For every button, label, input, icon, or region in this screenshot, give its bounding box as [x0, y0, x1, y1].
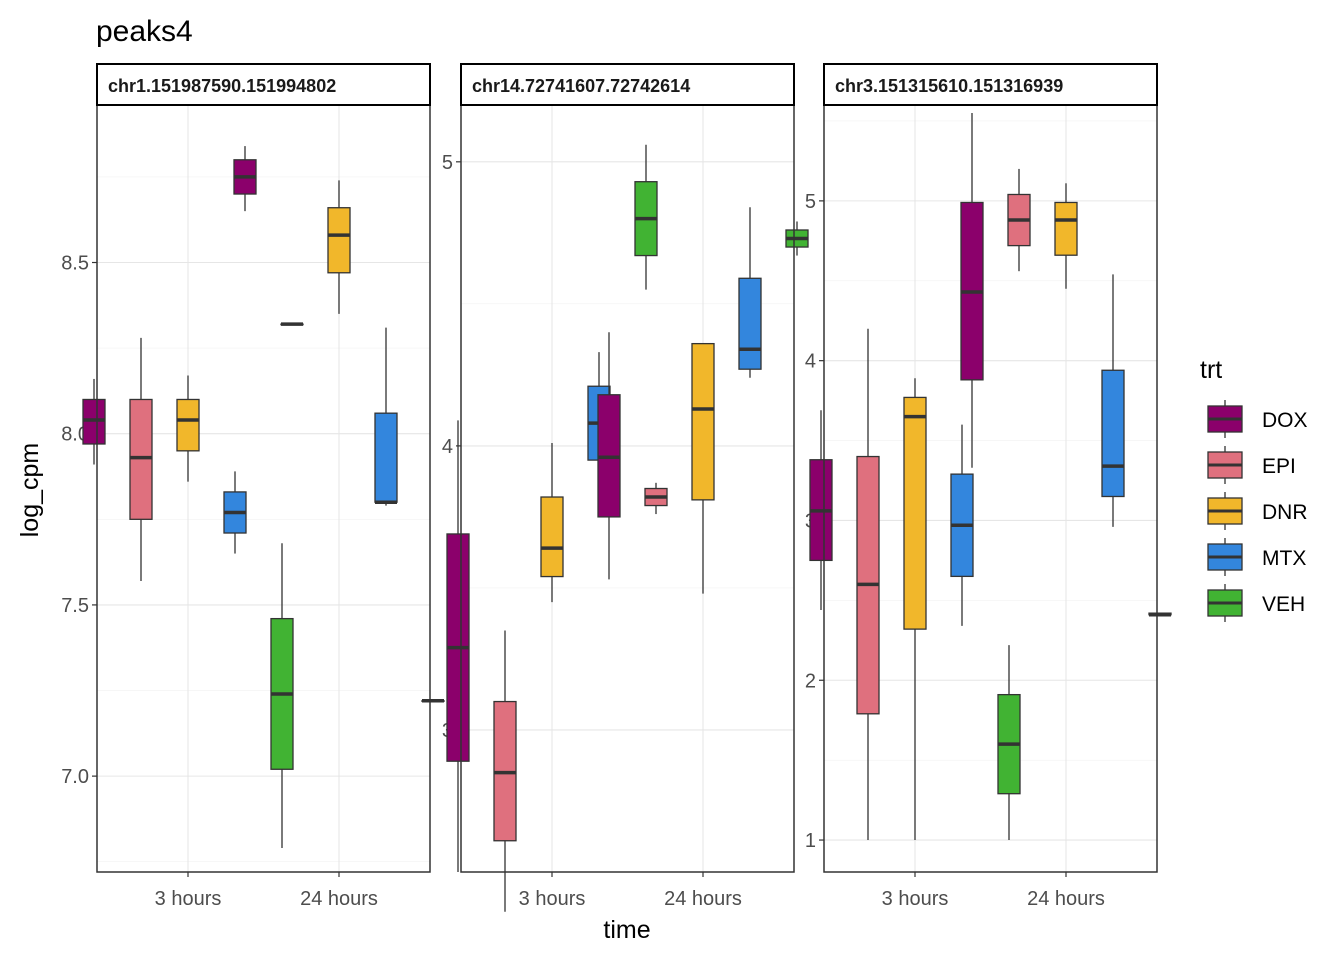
facet-strip: [823, 63, 1158, 106]
x-tick-label: 24 hours: [664, 888, 742, 910]
box-dox-3h: [446, 420, 470, 872]
box-mtx-24h: [374, 327, 398, 506]
box-body: [903, 396, 927, 630]
x-tick-label: 24 hours: [300, 888, 378, 910]
y-tick-label: 8.5: [61, 253, 89, 275]
box-body: [176, 398, 200, 452]
box-epi-24h: [1007, 168, 1031, 272]
box-body: [1101, 369, 1125, 498]
box-dnr-3h: [540, 443, 564, 603]
y-tick-label: 4: [805, 351, 816, 373]
box-mtx-24h: [738, 207, 762, 378]
plot-title: peaks4: [96, 15, 193, 48]
box-mtx-3h: [950, 424, 974, 626]
box-veh-3h: [997, 645, 1021, 841]
y-tick-label: 8.0: [61, 424, 89, 446]
box-dnr-24h: [691, 342, 715, 594]
box-body: [540, 496, 564, 578]
box-dox-24h: [233, 146, 257, 212]
legend-label: DNR: [1262, 501, 1308, 524]
box-veh-3h: [270, 543, 294, 849]
facet-strip-label: chr14.72741607.72742614: [472, 76, 690, 96]
box-epi-24h: [280, 322, 304, 326]
box-body: [738, 277, 762, 370]
box-dnr-3h: [176, 375, 200, 482]
legend-label: VEH: [1262, 593, 1305, 616]
box-veh-24h: [1148, 612, 1172, 617]
y-tick-label: 1: [805, 830, 816, 852]
x-axis-title: time: [603, 916, 650, 944]
legend-label: DOX: [1262, 409, 1308, 432]
legend-title: trt: [1200, 356, 1222, 384]
box-body: [1054, 201, 1078, 256]
legend-item-epi: EPI: [1207, 446, 1296, 484]
box-mtx-3h: [223, 471, 247, 554]
facet-strip-label: chr1.151987590.151994802: [108, 76, 336, 96]
legend-item-dnr: DNR: [1207, 492, 1308, 530]
legend-label: EPI: [1262, 455, 1296, 478]
legend-item-veh: VEH: [1207, 584, 1305, 622]
x-tick-label: 24 hours: [1027, 888, 1105, 910]
box-dox-24h: [960, 112, 984, 468]
box-dox-3h: [82, 378, 106, 465]
y-tick-label: 4: [442, 436, 453, 458]
y-tick-label: 7.0: [61, 766, 89, 788]
box-epi-24h: [644, 482, 668, 515]
box-epi-3h: [129, 337, 153, 581]
legend-item-mtx: MTX: [1207, 538, 1306, 576]
box-epi-3h: [856, 328, 880, 841]
box-veh-3h: [634, 144, 658, 290]
box-mtx-24h: [1101, 274, 1125, 527]
legend-item-dox: DOX: [1207, 400, 1308, 438]
legend: trt DOX EPI DNR MTX VEH: [1200, 356, 1308, 622]
box-dnr-3h: [903, 378, 927, 841]
x-tick-label: 3 hours: [155, 888, 222, 910]
box-body: [327, 207, 351, 274]
box-veh-24h: [421, 699, 445, 703]
box-veh-24h: [785, 221, 809, 256]
box-body: [691, 342, 715, 501]
x-tick-label: 3 hours: [882, 888, 949, 910]
y-axis-title: log_cpm: [16, 443, 44, 538]
box-dnr-24h: [327, 180, 351, 314]
y-tick-label: 5: [442, 152, 453, 174]
box-epi-3h: [493, 630, 517, 912]
y-tick-label: 5: [805, 191, 816, 213]
legend-label: MTX: [1262, 547, 1306, 570]
facet-strip: [96, 63, 431, 106]
y-tick-label: 7.5: [61, 595, 89, 617]
x-tick-label: 3 hours: [519, 888, 586, 910]
facet-panel-1: 7.0 7.5 8.0 8.5 3 hours 24 hours chr1.15198759…: [61, 63, 445, 910]
box-dox-3h: [809, 410, 833, 610]
facet-panels: 7.0 7.5 8.0 8.5 3 hours 24 hours chr1.15198759…: [61, 63, 1172, 912]
box-dox-24h: [597, 332, 621, 580]
box-dnr-24h: [1054, 183, 1078, 289]
facet-strip: [460, 63, 795, 106]
box-body: [374, 412, 398, 503]
facet-strip-label: chr3.151315610.151316939: [835, 76, 1063, 96]
y-tick-label: 2: [805, 670, 816, 692]
